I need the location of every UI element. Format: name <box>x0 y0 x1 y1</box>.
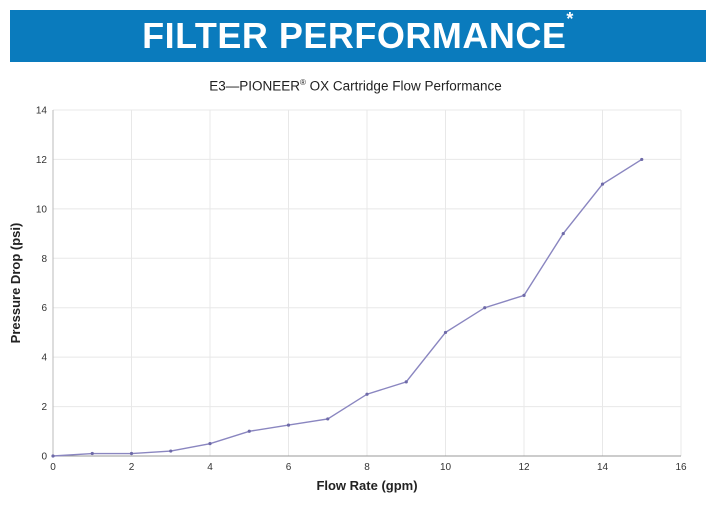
chart-title: E3—PIONEER® OX Cartridge Flow Performanc… <box>0 78 711 94</box>
data-point <box>247 429 251 433</box>
registered-mark: ® <box>300 78 306 87</box>
chart-series <box>51 157 644 458</box>
data-point <box>208 442 212 446</box>
x-tick-labels: 0 2 4 6 8 10 12 14 16 <box>50 462 687 473</box>
x-tick-label: 12 <box>518 462 530 473</box>
series-line <box>52 158 643 457</box>
data-point <box>404 380 408 384</box>
data-point <box>640 157 644 162</box>
x-tick-label: 10 <box>440 462 452 473</box>
y-tick-label: 0 <box>41 452 47 463</box>
y-tick-label: 2 <box>41 402 47 413</box>
data-point <box>522 293 526 297</box>
y-axis-title: Pressure Drop (psi) <box>8 223 23 344</box>
page-title-text: FILTER PERFORMANCE <box>142 15 567 56</box>
data-point <box>129 451 134 456</box>
x-tick-label: 8 <box>364 462 370 473</box>
page-title: FILTER PERFORMANCE* <box>142 9 574 57</box>
data-point <box>169 449 173 453</box>
y-tick-label: 12 <box>36 155 48 166</box>
x-tick-label: 2 <box>129 462 135 473</box>
data-point <box>483 306 487 310</box>
chart-axes <box>52 110 681 457</box>
data-point <box>561 231 565 236</box>
header-banner: FILTER PERFORMANCE* <box>10 9 706 62</box>
y-tick-label: 6 <box>41 303 47 314</box>
title-footnote-mark: * <box>566 9 574 29</box>
data-point <box>51 454 55 458</box>
x-tick-label: 14 <box>597 462 609 473</box>
x-tick-label: 6 <box>286 462 292 473</box>
y-tick-label: 4 <box>41 353 47 364</box>
data-point <box>600 182 605 186</box>
y-tick-label: 14 <box>36 106 48 117</box>
chart-title-suffix: OX Cartridge Flow Performance <box>305 78 502 94</box>
y-tick-labels: 0 2 4 6 8 10 12 14 <box>36 106 48 463</box>
data-point <box>443 330 448 335</box>
data-point <box>90 451 94 456</box>
data-point <box>365 392 369 396</box>
data-point <box>286 423 291 427</box>
x-axis-title: Flow Rate (gpm) <box>316 478 417 493</box>
data-point <box>326 417 330 421</box>
chart-grid <box>52 109 682 457</box>
y-tick-label: 10 <box>36 204 48 215</box>
x-tick-label: 4 <box>207 462 213 473</box>
x-tick-label: 0 <box>50 462 56 473</box>
chart-title-prefix: E3—PIONEER <box>209 78 301 94</box>
y-tick-label: 8 <box>41 254 47 265</box>
x-tick-label: 16 <box>675 462 687 473</box>
